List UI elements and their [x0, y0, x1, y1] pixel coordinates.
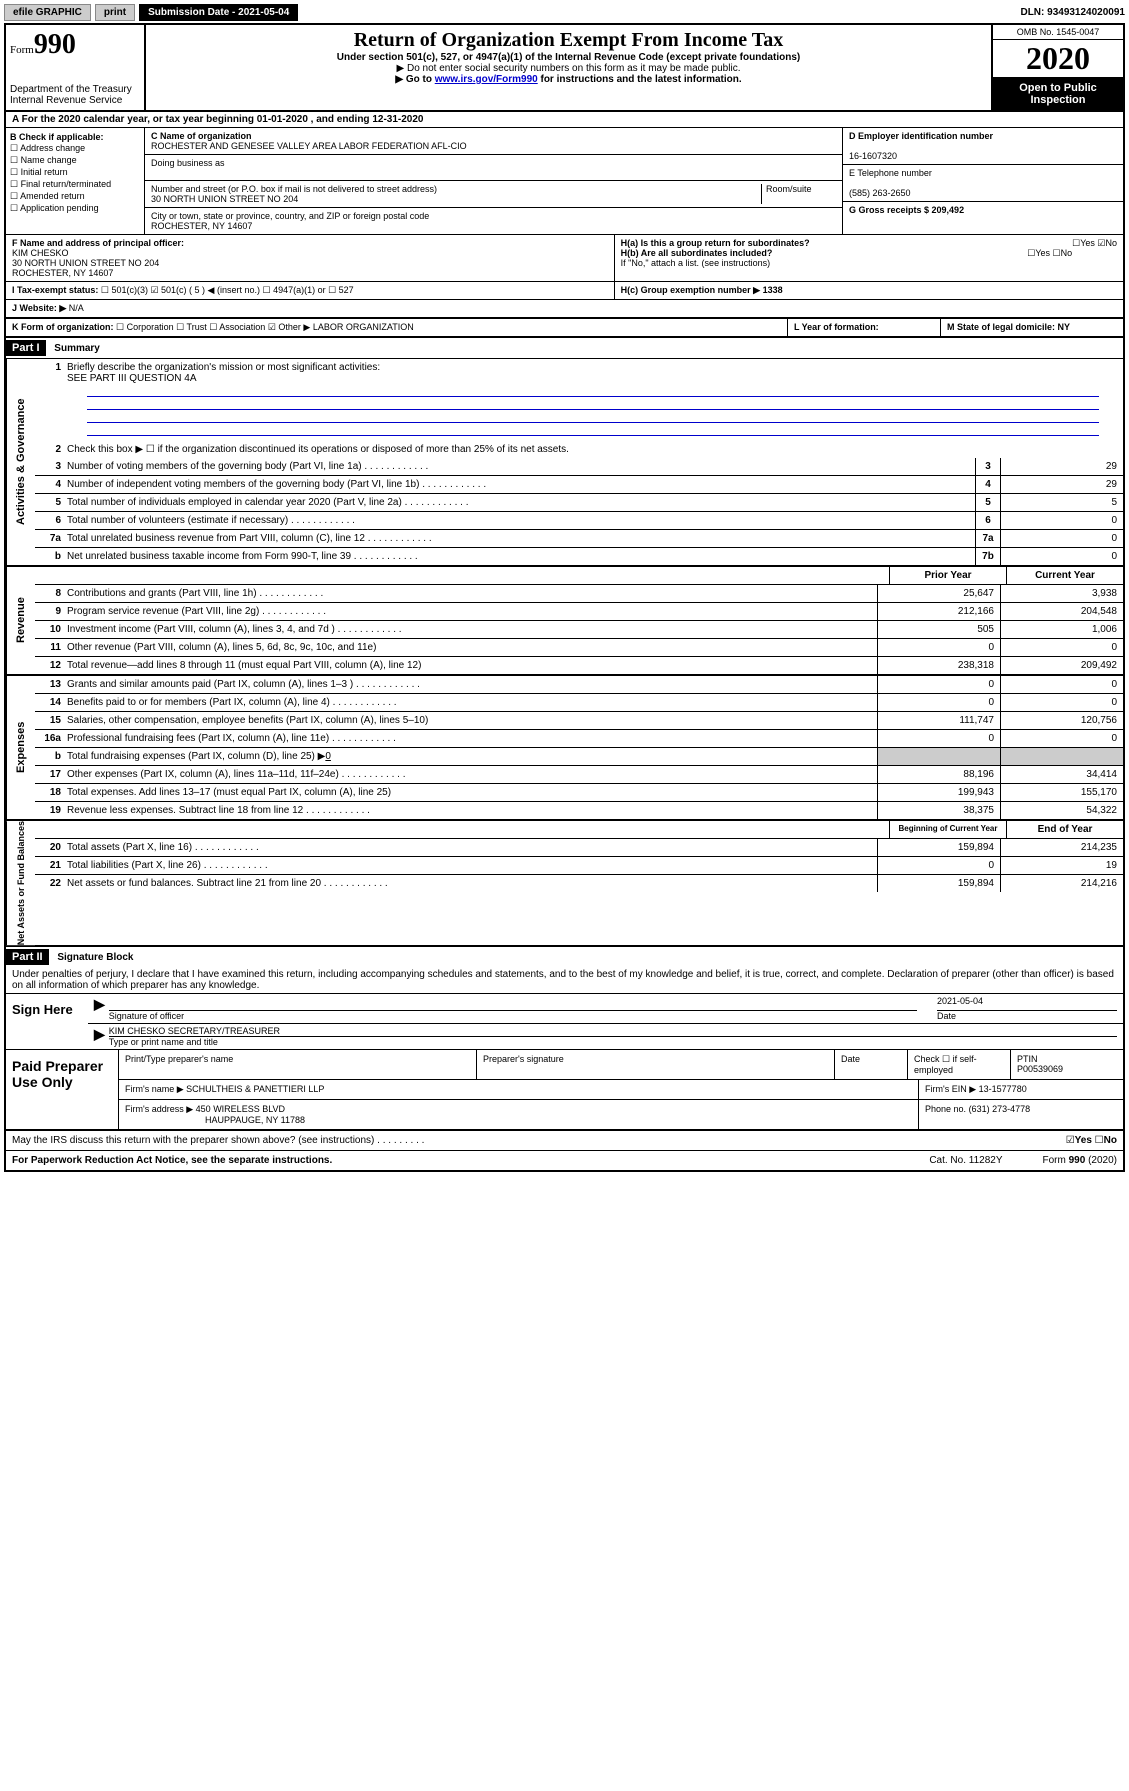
- cat-number: Cat. No. 11282Y: [929, 1155, 1002, 1166]
- line-2: Check this box ▶ ☐ if the organization d…: [63, 441, 1123, 458]
- line-3: Number of voting members of the governin…: [63, 458, 975, 475]
- discuss-with-preparer: May the IRS discuss this return with the…: [6, 1131, 1123, 1151]
- street-address: Number and street (or P.O. box if mail i…: [145, 181, 842, 208]
- line-11: Other revenue (Part VIII, column (A), li…: [63, 639, 877, 656]
- hdr-prior-year: Prior Year: [889, 567, 1006, 584]
- part1-header: Part I: [6, 340, 46, 356]
- label-net-assets: Net Assets or Fund Balances: [6, 821, 35, 945]
- signature-label: Signature of officer: [109, 1011, 184, 1021]
- col-b-checkboxes: B Check if applicable: ☐ Address change …: [6, 128, 145, 234]
- form-title: Return of Organization Exempt From Incom…: [150, 29, 987, 52]
- officer-name: KIM CHESKO SECRETARY/TREASURER: [109, 1026, 1117, 1037]
- efile-button[interactable]: efile GRAPHIC: [4, 4, 91, 21]
- form-of-org: K Form of organization: ☐ Corporation ☐ …: [6, 319, 787, 336]
- print-button[interactable]: print: [95, 4, 135, 21]
- dln: DLN: 93493124020091: [1020, 7, 1125, 18]
- submission-date: Submission Date - 2021-05-04: [139, 4, 298, 21]
- hdr-end: End of Year: [1006, 821, 1123, 838]
- line-5: Total number of individuals employed in …: [63, 494, 975, 511]
- part2-header: Part II: [6, 949, 49, 965]
- line-19: Revenue less expenses. Subtract line 18 …: [63, 802, 877, 819]
- ptin: PTINP00539069: [1011, 1050, 1123, 1079]
- line-1: Briefly describe the organization's miss…: [63, 359, 1123, 441]
- line-6: Total number of volunteers (estimate if …: [63, 512, 975, 529]
- sign-date: 2021-05-04: [937, 996, 1117, 1011]
- tax-year: 2020: [993, 40, 1123, 78]
- firm-name: Firm's name ▶ SCHULTHEIS & PANETTIERI LL…: [119, 1080, 919, 1099]
- gross-receipts: G Gross receipts $ 209,492: [843, 202, 1123, 218]
- line-7b: Net unrelated business taxable income fr…: [63, 548, 975, 565]
- firm-address: Firm's address ▶ 450 WIRELESS BLVDHAUPPA…: [119, 1100, 919, 1129]
- preparer-date-hdr: Date: [835, 1050, 908, 1079]
- perjury-statement: Under penalties of perjury, I declare th…: [6, 967, 1123, 994]
- part2-title: Signature Block: [51, 950, 139, 965]
- paid-preparer-label: Paid Preparer Use Only: [6, 1050, 119, 1129]
- line-15: Salaries, other compensation, employee b…: [63, 712, 877, 729]
- city-state-zip: City or town, state or province, country…: [145, 208, 842, 234]
- preparer-sig-hdr: Preparer's signature: [477, 1050, 835, 1079]
- website: J Website: ▶ N/A: [6, 300, 1123, 317]
- line-8: Contributions and grants (Part VIII, lin…: [63, 585, 877, 602]
- group-return: H(a) Is this a group return for subordin…: [614, 235, 1123, 281]
- row-a-period: A For the 2020 calendar year, or tax yea…: [6, 112, 1123, 128]
- tax-exempt-status: I Tax-exempt status: ☐ 501(c)(3) ☑ 501(c…: [6, 282, 614, 299]
- label-expenses: Expenses: [6, 676, 35, 819]
- telephone: E Telephone number(585) 263-2650: [843, 165, 1123, 202]
- label-activities-governance: Activities & Governance: [6, 359, 35, 565]
- line-13: Grants and similar amounts paid (Part IX…: [63, 676, 877, 693]
- irs-link[interactable]: www.irs.gov/Form990: [435, 74, 538, 85]
- sign-here-label: Sign Here: [6, 994, 88, 1049]
- dba: Doing business as: [145, 155, 842, 181]
- line-7a: Total unrelated business revenue from Pa…: [63, 530, 975, 547]
- year-formation: L Year of formation:: [787, 319, 940, 336]
- firm-phone: Phone no. (631) 273-4778: [919, 1100, 1123, 1129]
- line-14: Benefits paid to or for members (Part IX…: [63, 694, 877, 711]
- ein: D Employer identification number16-16073…: [843, 128, 1123, 165]
- group-exemption: H(c) Group exemption number ▶ 1338: [614, 282, 1123, 299]
- subtitle-3: ▶ Go to www.irs.gov/Form990 for instruct…: [150, 74, 987, 85]
- line-16b: Total fundraising expenses (Part IX, col…: [63, 748, 877, 765]
- form-footer: Form 990 (2020): [1043, 1155, 1117, 1166]
- line-18: Total expenses. Add lines 13–17 (must eq…: [63, 784, 877, 801]
- dept-treasury: Department of the TreasuryInternal Reven…: [10, 84, 140, 106]
- firm-ein: Firm's EIN ▶ 13-1577780: [919, 1080, 1123, 1099]
- line-22: Net assets or fund balances. Subtract li…: [63, 875, 877, 892]
- part1-title: Summary: [48, 341, 106, 356]
- state-domicile: M State of legal domicile: NY: [940, 319, 1123, 336]
- subtitle-1: Under section 501(c), 527, or 4947(a)(1)…: [150, 52, 987, 63]
- hdr-current-year: Current Year: [1006, 567, 1123, 584]
- label-revenue: Revenue: [6, 567, 35, 674]
- open-inspection: Open to Public Inspection: [993, 78, 1123, 110]
- org-name: C Name of organizationROCHESTER AND GENE…: [145, 128, 842, 155]
- subtitle-2: ▶ Do not enter social security numbers o…: [150, 63, 987, 74]
- preparer-name-hdr: Print/Type preparer's name: [119, 1050, 477, 1079]
- omb-number: OMB No. 1545-0047: [993, 25, 1123, 40]
- line-20: Total assets (Part X, line 16): [63, 839, 877, 856]
- form-number: Form990: [10, 29, 140, 61]
- line-4: Number of independent voting members of …: [63, 476, 975, 493]
- line-10: Investment income (Part VIII, column (A)…: [63, 621, 877, 638]
- self-employed-hdr: Check ☐ if self-employed: [908, 1050, 1011, 1079]
- line-12: Total revenue—add lines 8 through 11 (mu…: [63, 657, 877, 674]
- principal-officer: F Name and address of principal officer:…: [6, 235, 614, 281]
- line-17: Other expenses (Part IX, column (A), lin…: [63, 766, 877, 783]
- line-16a: Professional fundraising fees (Part IX, …: [63, 730, 877, 747]
- line-21: Total liabilities (Part X, line 26): [63, 857, 877, 874]
- hdr-beginning: Beginning of Current Year: [889, 821, 1006, 838]
- line-9: Program service revenue (Part VIII, line…: [63, 603, 877, 620]
- paperwork-reduction: For Paperwork Reduction Act Notice, see …: [12, 1155, 332, 1166]
